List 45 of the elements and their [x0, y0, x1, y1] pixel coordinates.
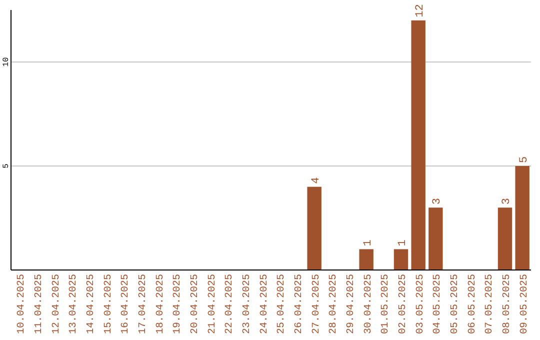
x-tick-label: 25.04.2025	[276, 274, 288, 334]
x-tick-label: 16.04.2025	[120, 274, 132, 334]
bar	[515, 166, 530, 270]
x-tick-label: 11.04.2025	[34, 274, 45, 334]
x-tick-label: 08.05.2025	[502, 274, 513, 334]
data-label: 1	[397, 239, 409, 246]
bar	[359, 249, 374, 270]
x-tick-label: 01.05.2025	[380, 274, 392, 334]
x-tick-label: 13.04.2025	[68, 274, 80, 334]
data-label: 12	[414, 4, 426, 18]
x-tick-label: 12.04.2025	[51, 274, 62, 334]
x-tick-label: 04.05.2025	[432, 274, 444, 334]
x-tick-label: 10.04.2025	[16, 274, 28, 334]
bar	[411, 20, 426, 270]
x-tick-label: 05.05.2025	[450, 274, 461, 334]
x-tick-label: 02.05.2025	[398, 274, 409, 334]
x-tick-label: 06.05.2025	[467, 274, 478, 334]
bar	[498, 208, 512, 270]
data-label: 5	[518, 156, 530, 163]
x-tick-label: 09.05.2025	[519, 274, 530, 334]
x-tick-label: 15.04.2025	[103, 274, 114, 334]
bar	[428, 208, 443, 270]
x-tick-label: 07.05.2025	[484, 274, 496, 334]
x-tick-label: 22.04.2025	[224, 274, 236, 334]
x-tick-label: 17.04.2025	[138, 274, 149, 334]
x-tick-label: 20.04.2025	[190, 274, 201, 334]
x-tick-label: 14.04.2025	[86, 274, 97, 334]
x-tick-label: 18.04.2025	[155, 274, 166, 334]
x-tick-label: 03.05.2025	[415, 274, 426, 334]
x-tick-label: 29.04.2025	[346, 274, 357, 334]
x-tick-label: 30.04.2025	[363, 274, 374, 334]
x-tick-label: 28.04.2025	[328, 274, 340, 334]
x-tick-label: 26.04.2025	[294, 274, 305, 334]
data-label: 1	[362, 239, 374, 246]
x-tick-label: 21.04.2025	[207, 274, 218, 334]
x-tick-label: 27.04.2025	[311, 274, 322, 334]
data-label: 3	[432, 198, 444, 205]
x-tick-label: 19.04.2025	[172, 274, 184, 334]
bar	[307, 186, 322, 270]
data-label: 4	[310, 176, 322, 184]
data-label: 3	[501, 198, 513, 205]
x-tick-label: 24.04.2025	[259, 274, 270, 334]
x-tick-label: 23.04.2025	[242, 274, 253, 334]
y-tick-label: 10	[2, 57, 11, 67]
bar	[394, 249, 408, 270]
